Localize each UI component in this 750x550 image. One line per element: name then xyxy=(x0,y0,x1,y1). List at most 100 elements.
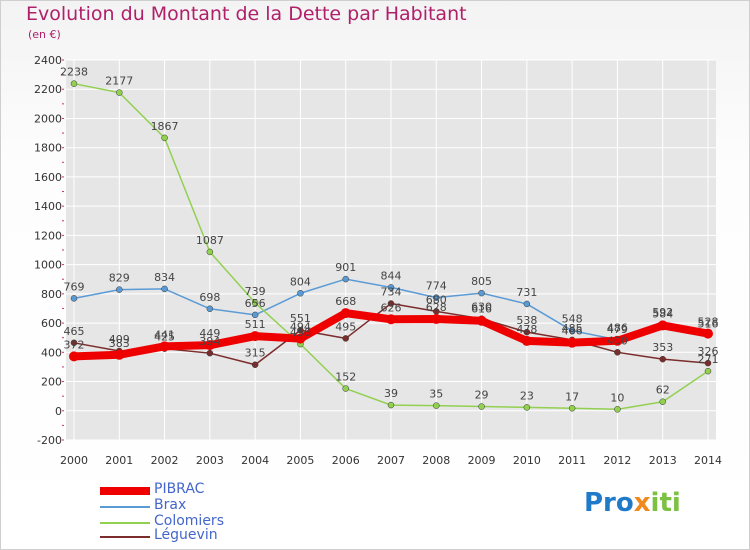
data-label-pibrac: 449 xyxy=(199,327,220,340)
legend-item-brax: Brax xyxy=(100,497,360,514)
data-point-colomiers xyxy=(433,402,440,409)
y-tick-label: -200 xyxy=(37,434,62,447)
data-label-pibrac: 668 xyxy=(335,295,356,308)
logo-text-part1: Pro xyxy=(584,488,634,518)
data-label-pibrac: 466 xyxy=(562,325,583,338)
data-point-brax xyxy=(568,327,576,334)
data-label-colomiers: 2177 xyxy=(105,75,133,88)
logo-text-part3: iti xyxy=(650,488,681,518)
data-point-colomiers xyxy=(478,403,485,410)
data-label-colomiers: 39 xyxy=(384,387,398,400)
data-label-pibrac: 528 xyxy=(698,316,719,329)
proxiti-logo: Proxiti xyxy=(584,488,681,518)
y-tick-label: 2000 xyxy=(34,112,62,125)
data-label-brax: 829 xyxy=(109,272,130,285)
data-label-brax: 834 xyxy=(154,271,175,284)
x-tick-label: 2008 xyxy=(422,454,450,467)
data-label-brax: 548 xyxy=(562,313,583,326)
logo-text-part2: x xyxy=(633,488,651,518)
legend-swatch-colomiers xyxy=(100,522,150,524)
data-label-pibrac: 628 xyxy=(426,301,447,314)
y-tick-label: 2400 xyxy=(34,54,62,67)
data-point-brax xyxy=(387,284,395,291)
x-tick-label: 2014 xyxy=(694,454,722,467)
data-point-leguevin xyxy=(523,328,531,336)
data-label-brax: 844 xyxy=(381,269,402,282)
data-label-pibrac: 372 xyxy=(64,338,85,351)
data-label-leguevin: 315 xyxy=(245,347,266,360)
data-label-brax: 486 xyxy=(607,322,628,335)
data-label-leguevin: 495 xyxy=(335,320,356,333)
x-tick-label: 2009 xyxy=(468,454,496,467)
data-point-colomiers xyxy=(70,80,78,87)
data-point-pibrac xyxy=(521,335,532,346)
data-point-colomiers xyxy=(614,406,621,413)
data-label-pibrac: 478 xyxy=(516,323,537,336)
data-label-colomiers: 17 xyxy=(565,390,579,403)
data-label-colomiers: 35 xyxy=(429,388,443,401)
y-tick-label: 1400 xyxy=(34,200,62,213)
data-label-pibrac: 616 xyxy=(471,303,492,316)
data-label-colomiers: 1867 xyxy=(151,120,179,133)
data-point-pibrac xyxy=(703,328,713,339)
y-tick-label: 800 xyxy=(41,288,62,301)
data-label-leguevin: 734 xyxy=(381,285,402,298)
data-label-leguevin: 485 xyxy=(562,322,583,335)
data-point-pibrac xyxy=(657,320,668,331)
data-point-leguevin xyxy=(70,339,78,347)
data-label-brax: 769 xyxy=(64,280,85,293)
data-point-leguevin xyxy=(206,349,214,357)
data-label-leguevin: 409 xyxy=(109,333,130,346)
x-tick-label: 2011 xyxy=(558,454,586,467)
data-point-brax xyxy=(206,305,214,313)
data-point-colomiers xyxy=(251,299,259,307)
data-point-leguevin xyxy=(704,359,712,367)
data-label-leguevin: 425 xyxy=(154,331,175,344)
data-label-brax: 698 xyxy=(199,291,220,304)
data-label-brax: 774 xyxy=(426,280,447,293)
data-label-leguevin: 630 xyxy=(471,301,492,314)
legend-item-leguevin: Léguevin xyxy=(100,527,360,544)
data-label-pibrac: 584 xyxy=(652,307,673,320)
chart-subtitle: (en €) xyxy=(28,28,61,41)
data-point-colomiers xyxy=(704,367,712,375)
data-label-brax: 805 xyxy=(471,275,492,288)
data-point-brax xyxy=(478,289,485,297)
data-label-brax: 731 xyxy=(516,286,537,299)
x-tick-label: 2013 xyxy=(649,454,677,467)
data-point-colomiers xyxy=(387,401,395,409)
x-tick-label: 2000 xyxy=(60,454,88,467)
data-point-brax xyxy=(297,290,304,297)
data-point-brax xyxy=(251,311,259,319)
data-label-colomiers: 62 xyxy=(656,384,670,397)
data-point-colomiers xyxy=(568,405,576,412)
data-point-brax xyxy=(433,294,440,301)
data-label-leguevin: 465 xyxy=(64,325,85,338)
data-point-pibrac xyxy=(159,341,170,352)
data-point-colomiers xyxy=(659,398,666,405)
data-label-colomiers: 23 xyxy=(520,389,534,402)
x-tick-label: 2001 xyxy=(105,454,133,467)
data-point-brax xyxy=(116,286,123,293)
y-tick-label: 0 xyxy=(55,405,62,418)
data-label-leguevin: 353 xyxy=(652,341,673,354)
legend-label-pibrac: PIBRAC xyxy=(154,481,205,497)
data-label-pibrac: 479 xyxy=(607,323,628,336)
y-tick-label: 1800 xyxy=(34,142,62,155)
legend-label-leguevin: Léguevin xyxy=(154,527,218,543)
data-label-brax: 901 xyxy=(335,261,356,274)
legend-swatch-brax xyxy=(100,506,150,508)
data-point-pibrac xyxy=(295,333,306,344)
data-label-leguevin: 680 xyxy=(426,293,447,306)
data-point-colomiers xyxy=(206,248,214,256)
data-point-pibrac xyxy=(386,314,396,325)
data-label-leguevin: 400 xyxy=(607,334,628,347)
data-point-brax xyxy=(70,295,78,302)
x-tick-label: 2004 xyxy=(241,454,269,467)
data-point-brax xyxy=(523,300,531,308)
data-point-leguevin xyxy=(614,349,621,356)
chart-title: Evolution du Montant de la Dette par Hab… xyxy=(26,3,467,25)
data-point-pibrac xyxy=(69,351,79,362)
data-label-pibrac: 511 xyxy=(245,318,266,331)
